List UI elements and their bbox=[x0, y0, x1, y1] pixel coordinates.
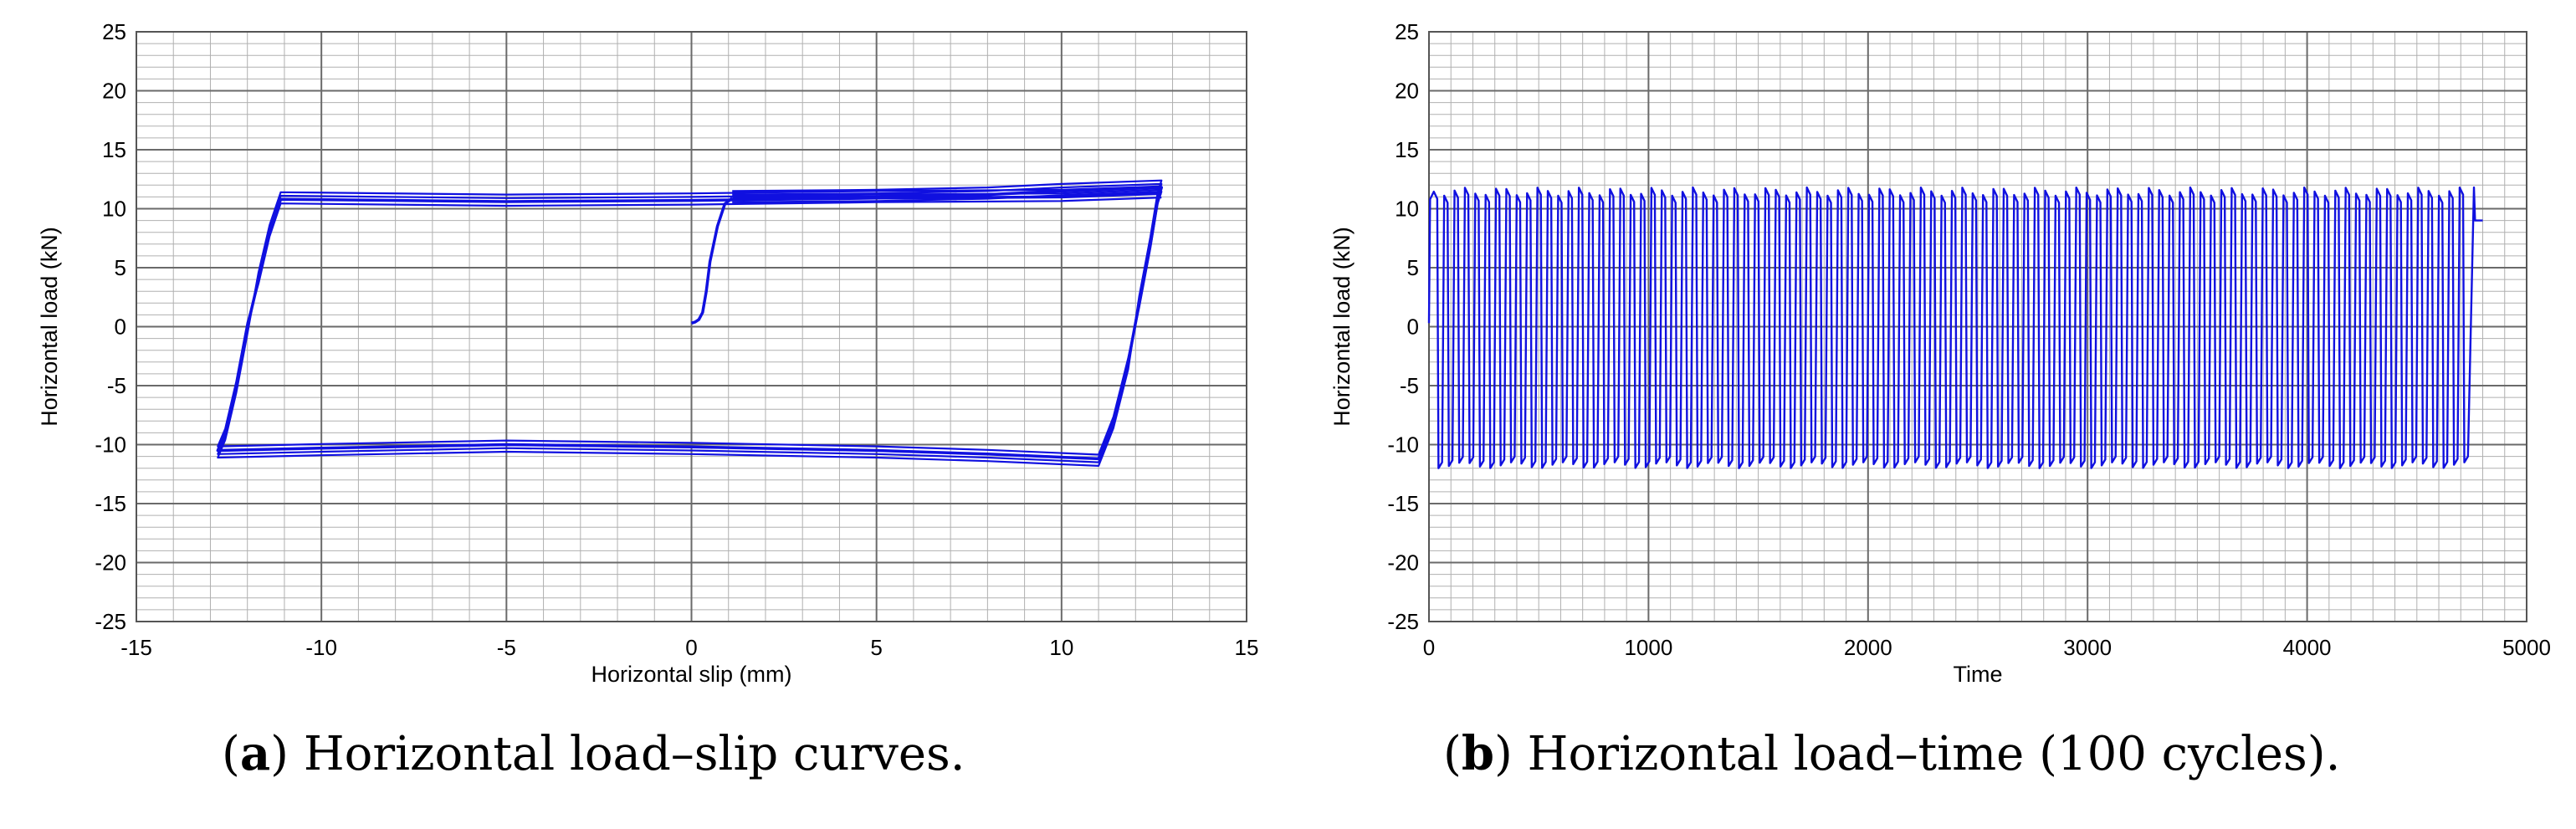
series-hysteresis-loop-repeat-2 bbox=[217, 182, 1163, 463]
series-load-time-line bbox=[1427, 186, 2483, 469]
y-tick-label: -20 bbox=[1387, 550, 1419, 576]
y-tick-label: 10 bbox=[102, 197, 126, 222]
x-tick-label: -5 bbox=[497, 635, 516, 660]
plot-frame bbox=[1428, 31, 2527, 622]
x-tick-label: 1000 bbox=[1624, 635, 1672, 660]
y-tick-label: -15 bbox=[95, 491, 126, 516]
series-hysteresis-loop-repeat-1 bbox=[217, 191, 1163, 456]
y-tick-label: -5 bbox=[1400, 373, 1419, 398]
x-tick-label: 0 bbox=[1423, 635, 1435, 660]
y-tick-label: 20 bbox=[102, 79, 126, 104]
y-tick-label: 15 bbox=[102, 137, 126, 162]
y-tick-label: 0 bbox=[1407, 315, 1419, 340]
panel-a-load-slip-chart: -15 -10 -5 0 5 10 15 25 20 15 10 5 0 -5 -10 -15 -20 -25 Ho… bbox=[37, 19, 1258, 687]
y-tick-label: 15 bbox=[1395, 137, 1419, 162]
y-tick-label: 10 bbox=[1395, 197, 1419, 222]
x-tick-label: 15 bbox=[1235, 635, 1259, 660]
y-tick-label: 0 bbox=[115, 315, 126, 340]
x-tick-label: -15 bbox=[120, 635, 152, 660]
series-initial-loading-line bbox=[690, 197, 734, 325]
x-tick-label: 2000 bbox=[1844, 635, 1892, 660]
x-tick-label: 4000 bbox=[2283, 635, 2332, 660]
caption-b: (b) Horizontal load–time (100 cycles). bbox=[1443, 726, 2341, 781]
y-axis-label: Horizontal load (kN) bbox=[1329, 227, 1355, 427]
caption-b-text: Horizontal load–time (100 cycles). bbox=[1527, 727, 2341, 781]
y-tick-label: -25 bbox=[1387, 609, 1419, 634]
y-tick-label: -20 bbox=[95, 550, 126, 576]
x-axis-label: Time bbox=[1954, 662, 2003, 687]
panel-b-load-time-chart: 0 1000 2000 3000 4000 5000 25 20 15 10 5 0 -5 -10 -15 -… bbox=[1329, 19, 2551, 687]
y-tick-label: -10 bbox=[1387, 432, 1419, 458]
major-grid bbox=[136, 31, 1247, 622]
x-tick-label: 10 bbox=[1049, 635, 1073, 660]
x-axis-label: Horizontal slip (mm) bbox=[591, 662, 791, 687]
y-tick-label: -25 bbox=[95, 609, 126, 634]
y-axis-label: Horizontal load (kN) bbox=[37, 227, 62, 427]
x-tick-label: -10 bbox=[305, 635, 337, 660]
series-hysteresis-loop-repeat-3 bbox=[217, 179, 1163, 467]
series-hysteresis-loop-line bbox=[216, 186, 1164, 461]
caption-b-label: b bbox=[1461, 726, 1495, 781]
y-tick-label: 25 bbox=[102, 19, 126, 44]
y-tick-label: 5 bbox=[1407, 255, 1419, 280]
x-tick-label: 3000 bbox=[2063, 635, 2112, 660]
caption-a: (a) Horizontal load–slip curves. bbox=[222, 726, 965, 781]
caption-a-label: a bbox=[239, 726, 271, 781]
x-tick-label: 5000 bbox=[2502, 635, 2551, 660]
y-tick-label: -15 bbox=[1387, 491, 1419, 516]
y-tick-label: 20 bbox=[1395, 79, 1419, 104]
y-tick-label: 25 bbox=[1395, 19, 1419, 44]
y-tick-label: -5 bbox=[107, 373, 126, 398]
x-tick-label: 0 bbox=[685, 635, 697, 660]
caption-a-text: Horizontal load–slip curves. bbox=[303, 727, 965, 781]
x-tick-label: 5 bbox=[870, 635, 882, 660]
plot-frame bbox=[136, 31, 1247, 622]
y-tick-label: 5 bbox=[115, 255, 126, 280]
y-tick-label: -10 bbox=[95, 432, 126, 458]
